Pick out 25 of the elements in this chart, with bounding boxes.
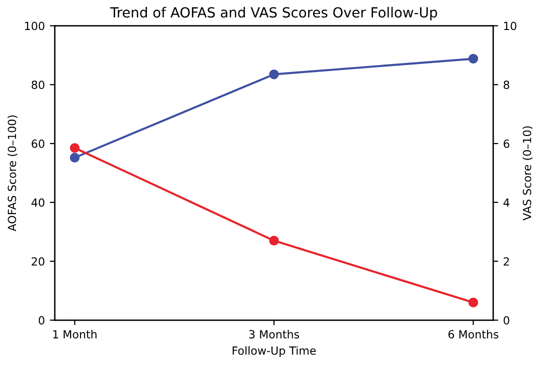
point xyxy=(269,69,279,80)
y2-tick-label: 10 xyxy=(504,22,516,30)
y-tick-label: 40 xyxy=(31,198,44,207)
point xyxy=(468,54,478,64)
x-axis-title: Follow-Up Time xyxy=(232,346,316,357)
point xyxy=(70,143,80,153)
point xyxy=(70,152,80,163)
y2-tick-label: 2 xyxy=(504,257,509,266)
y-tick-label: 60 xyxy=(32,139,44,148)
y-tick-label: 20 xyxy=(32,257,44,266)
y2-tick-label: 0 xyxy=(504,316,510,325)
y2-axis-title: VAS Score (0–10) xyxy=(522,126,533,220)
y2-tick-label: 4 xyxy=(503,198,510,207)
y-tick-label: 100 xyxy=(25,22,44,30)
x-tick-label: 1 Month xyxy=(53,330,96,338)
point xyxy=(269,236,279,246)
point xyxy=(468,298,478,308)
y-axis-title: AOFAS Score (0–100) xyxy=(8,115,18,232)
y2-tick-label: 6 xyxy=(504,139,510,148)
x-tick-label: 6 Months xyxy=(448,330,498,338)
y2-tick-label: 8 xyxy=(504,80,510,90)
chart-title: Trend of AOFAS and VAS Scores Over Follow-Up xyxy=(110,6,438,20)
y-tick-label: 0 xyxy=(38,316,44,325)
y-tick-label: 80 xyxy=(32,80,44,90)
x-tick-label: 3 Months xyxy=(249,330,300,338)
